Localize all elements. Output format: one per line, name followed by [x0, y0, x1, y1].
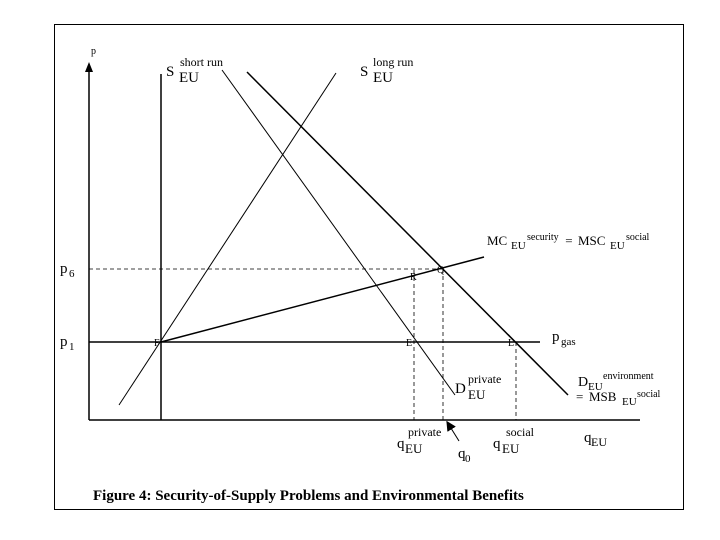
short-run-supply-label: S EUshort run: [166, 55, 223, 86]
x-axis-label: qEU: [584, 430, 607, 449]
private-demand-label: D EUprivate: [455, 372, 501, 402]
long-run-supply-curve: [118, 72, 337, 406]
mc-security-curve: [160, 256, 485, 343]
point-R-label: R: [410, 272, 417, 283]
q-private-label: qEUprivate: [397, 425, 441, 456]
point-L-label: L: [508, 338, 514, 349]
y-axis-label: p: [91, 46, 96, 57]
q0-label: q0: [458, 446, 471, 465]
p-gas-label: p gas: [552, 329, 576, 348]
social-demand-curve: [246, 71, 569, 396]
private-demand-curve: [221, 69, 456, 396]
q-social-label: q EUsocial: [493, 425, 535, 456]
point-E-label: E: [406, 338, 412, 349]
point-Q-label: Q: [437, 265, 445, 276]
q0-pointer-arrow: [446, 420, 460, 442]
point-F-label: F: [154, 338, 160, 349]
environment-demand-label: DEUenvironment: [578, 371, 654, 393]
long-run-supply-label: S EUlong run: [360, 55, 413, 86]
y-axis-arrowhead: [85, 62, 93, 72]
mc-security-label: MC EUsecurity = MSC EUsocial: [487, 232, 650, 252]
figure-frame: [54, 24, 684, 510]
figure-caption: Figure 4: Security-of-Supply Problems an…: [93, 488, 524, 504]
msb-social-label: = MSB EUsocial: [576, 389, 661, 408]
